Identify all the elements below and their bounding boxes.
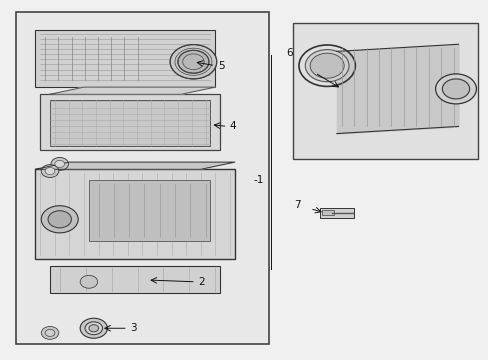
Bar [319, 207, 353, 217]
Circle shape [45, 167, 55, 175]
Circle shape [305, 50, 348, 82]
Circle shape [178, 50, 208, 73]
Circle shape [51, 157, 68, 170]
Circle shape [55, 160, 64, 167]
Circle shape [309, 53, 344, 78]
Bar [292, 23, 477, 158]
Polygon shape [35, 162, 234, 169]
Text: 5: 5 [217, 61, 224, 71]
Circle shape [89, 325, 99, 332]
Bar [35, 169, 234, 258]
Bar [50, 266, 220, 293]
Bar [40, 94, 220, 150]
Text: -1: -1 [253, 175, 264, 185]
Circle shape [435, 74, 475, 104]
Bar [322, 210, 334, 215]
Text: 2: 2 [198, 277, 204, 287]
Circle shape [41, 165, 59, 177]
Circle shape [48, 211, 71, 228]
Circle shape [442, 79, 468, 99]
Text: 3: 3 [130, 323, 137, 333]
Circle shape [41, 206, 78, 233]
Bar [50, 100, 210, 146]
Circle shape [41, 327, 59, 339]
Polygon shape [89, 180, 210, 241]
Circle shape [80, 275, 98, 288]
Text: 6: 6 [286, 48, 292, 58]
Polygon shape [50, 87, 215, 94]
Text: 7: 7 [293, 200, 300, 210]
Circle shape [85, 322, 102, 335]
Text: 4: 4 [228, 121, 235, 131]
Circle shape [80, 318, 107, 338]
Circle shape [45, 329, 55, 337]
Bar [16, 12, 268, 344]
Polygon shape [35, 30, 215, 87]
Circle shape [170, 45, 216, 79]
